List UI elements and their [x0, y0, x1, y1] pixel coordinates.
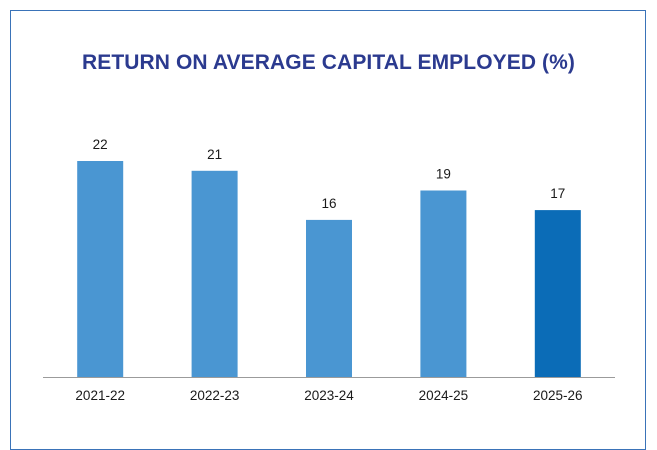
bar-2025-26	[534, 210, 581, 377]
category-label-2021-22: 2021-22	[75, 388, 125, 403]
category-label-2022-23: 2022-23	[190, 388, 240, 403]
value-label-2025-26: 17	[550, 186, 565, 201]
bar-2023-24	[306, 219, 352, 377]
bar-2024-25	[420, 190, 467, 377]
category-label-2025-26: 2025-26	[533, 388, 583, 403]
bars-group	[77, 161, 581, 377]
value-label-2022-23: 21	[207, 147, 222, 162]
chart-title: RETURN ON AVERAGE CAPITAL EMPLOYED (%)	[81, 51, 576, 74]
category-label-2024-25: 2024-25	[419, 388, 469, 403]
value-label-2021-22: 22	[93, 137, 108, 152]
value-labels-group: 22 21 16 19 17	[93, 137, 566, 211]
value-label-2024-25: 19	[436, 167, 451, 182]
category-labels-group: 2021-22 2022-23 2023-24 2024-25 2025-26	[75, 388, 582, 403]
bar-2021-22	[77, 161, 124, 377]
bar-2022-23	[191, 170, 238, 377]
category-label-2023-24: 2023-24	[304, 388, 354, 403]
value-label-2023-24: 16	[321, 196, 336, 211]
